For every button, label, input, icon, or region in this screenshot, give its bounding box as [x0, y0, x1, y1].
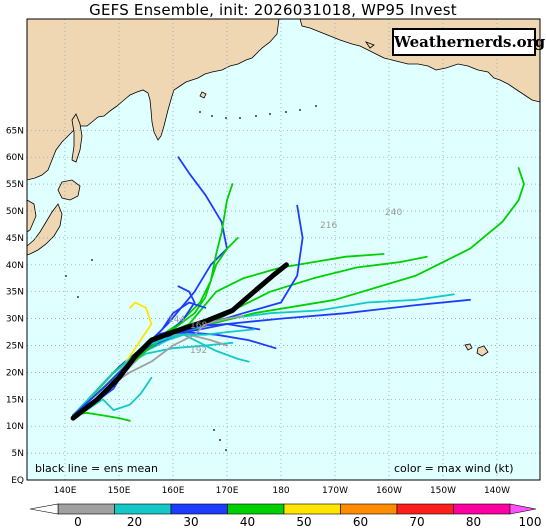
- lon-tick-label: 150E: [108, 486, 131, 496]
- watermark-logo: Weathernerds.org: [392, 28, 545, 56]
- lat-tick-label: 20N: [6, 368, 24, 378]
- aleutian-islands: [65, 105, 317, 451]
- colorbar-tick-label: 30: [183, 515, 198, 529]
- mean-line-note: black line = ens mean: [35, 462, 158, 475]
- lat-tick-label: 55N: [6, 180, 24, 190]
- ensemble-mean-line: [70, 262, 289, 421]
- land-honshu: [27, 203, 63, 256]
- colorbar-swatch: [114, 503, 172, 515]
- colorbar-swatch: [283, 503, 341, 515]
- lon-tick-label: 170E: [216, 486, 239, 496]
- lon-tick-label: 160E: [162, 486, 185, 496]
- lon-tick-label: 180: [272, 486, 289, 496]
- colorbar: [29, 503, 537, 515]
- forecast-hour-labels: 216 240 192 168 144: [168, 208, 402, 356]
- colorbar-tick-label: 60: [353, 515, 368, 529]
- land-hawaii: [464, 343, 489, 357]
- lon-tick-label: 160W: [376, 486, 402, 496]
- colorbar-low-arrow: [29, 503, 59, 515]
- land-hokkaido: [57, 179, 81, 201]
- colorbar-tick-label: 100: [519, 515, 542, 529]
- land-korea: [27, 199, 37, 233]
- lon-tick-label: 150W: [430, 486, 456, 496]
- lat-tick-label: 50N: [6, 207, 24, 217]
- colorbar-tick-label: 0: [74, 515, 82, 529]
- colorbar-swatch: [170, 503, 228, 515]
- lat-tick-label: 5N: [12, 449, 24, 459]
- lat-tick-label: 30N: [6, 315, 24, 325]
- hour-label-144: 144: [168, 315, 185, 325]
- lat-tick-label: 60N: [6, 153, 24, 163]
- colorbar-labels: 0 20 30 40 50 60 70 80 100: [74, 515, 541, 529]
- colorbar-tick-label: 40: [240, 515, 255, 529]
- lon-tick-label: 140W: [484, 486, 510, 496]
- colorbar-tick-label: 70: [409, 515, 424, 529]
- graticule: [27, 19, 540, 480]
- colorbar-swatch: [453, 503, 511, 515]
- land-siberia: [27, 19, 280, 181]
- lat-tick-label: 40N: [6, 261, 24, 271]
- lon-tick-label: 170W: [322, 486, 348, 496]
- lon-tick-label: 140E: [54, 486, 77, 496]
- colorbar-swatch: [57, 503, 115, 515]
- lat-tick-label: 65N: [6, 126, 24, 136]
- colorbar-swatch: [227, 503, 285, 515]
- colorbar-tick-label: 20: [127, 515, 142, 529]
- land-sakhalin: [71, 113, 83, 163]
- longitude-labels: 140E 150E 160E 170E 180 170W 160W 150W 140W: [54, 486, 511, 496]
- hour-label-240: 240: [385, 208, 402, 218]
- hour-label-216: 216: [320, 221, 337, 231]
- plot-frame: [26, 18, 541, 481]
- colorbar-swatch: [340, 503, 398, 515]
- lat-tick-label: 45N: [6, 234, 24, 244]
- hour-label-192: 192: [190, 346, 207, 356]
- lat-tick-label: 15N: [6, 395, 24, 405]
- colorbar-tick-label: 80: [466, 515, 481, 529]
- member-track: [72, 301, 207, 417]
- lat-tick-label: EQ: [11, 476, 24, 486]
- lat-tick-label: 25N: [6, 342, 24, 352]
- lat-tick-label: 35N: [6, 288, 24, 298]
- lat-tick-label: 10N: [6, 422, 24, 432]
- hour-label-168: 168: [190, 321, 207, 331]
- colorbar-tick-label: 50: [296, 515, 311, 529]
- colorbar-high-arrow: [509, 503, 537, 515]
- colorbar-swatch: [396, 503, 454, 515]
- chart-title: GEFS Ensemble, init: 2026031018, WP95 In…: [89, 1, 457, 19]
- latitude-labels: 65N 60N 55N 50N 45N 40N 35N 30N 25N 20N 15N 10N 5N EQ: [6, 126, 24, 486]
- color-key-note: color = max wind (kt): [394, 462, 514, 475]
- member-track: [72, 328, 255, 417]
